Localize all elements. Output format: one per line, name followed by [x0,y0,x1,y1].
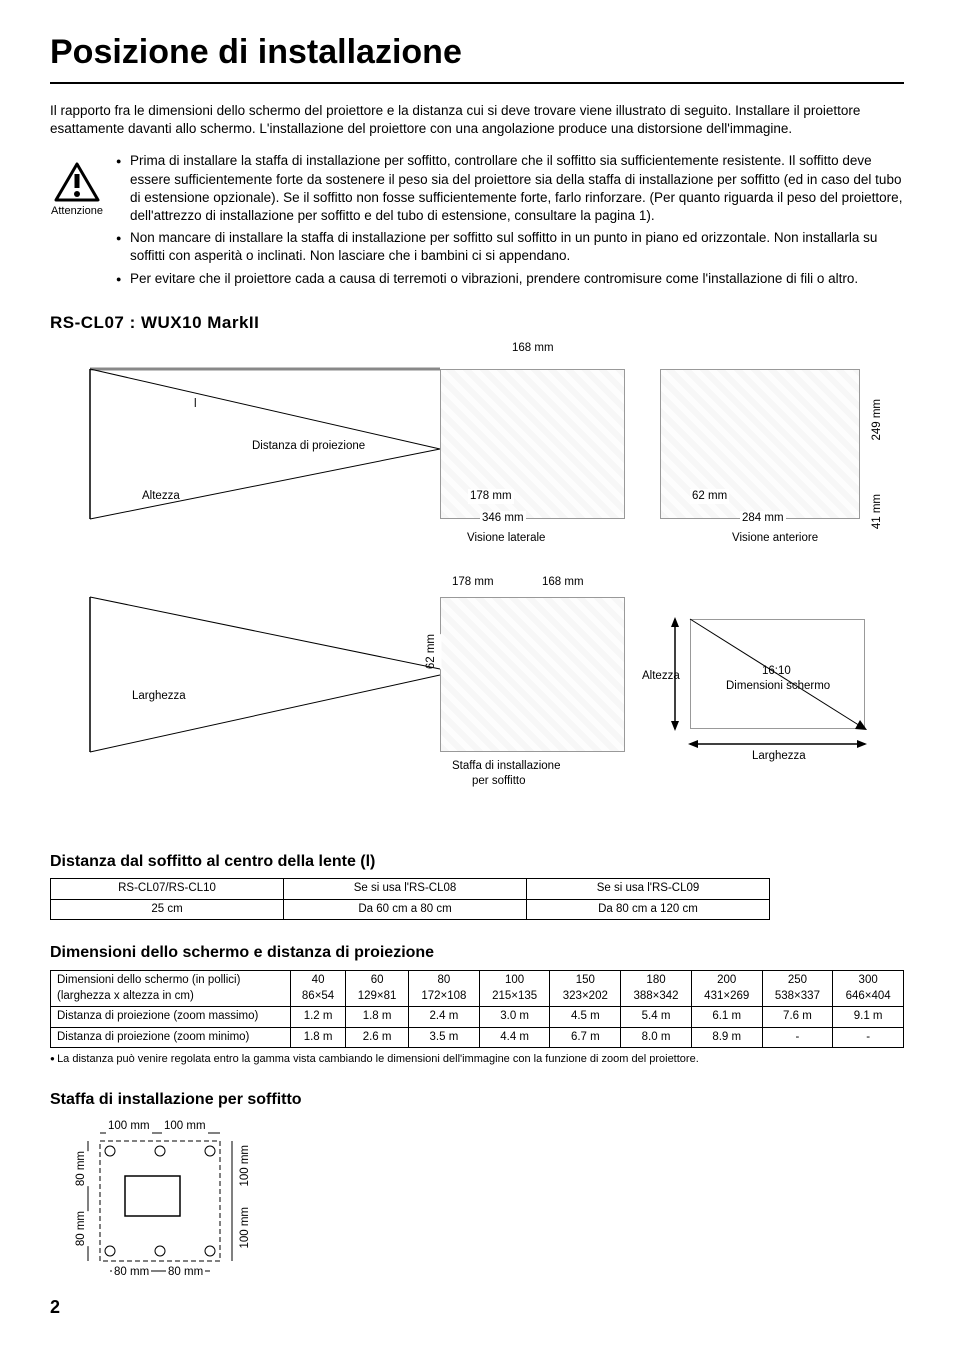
sec1-heading: Distanza dal soffitto al centro della le… [50,851,904,873]
bracket-dim: 80 mm [166,1265,205,1281]
sec2-note: La distanza può venire regolata entro la… [50,1052,904,1067]
td: Da 60 cm a 80 cm [284,899,527,920]
warning-item: Non mancare di installare la staffa di i… [116,229,904,265]
diagram-lines [50,339,904,829]
row-label: Dimensioni dello schermo (in pollici) (l… [51,971,291,1007]
bracket-dim: 100 mm [106,1119,152,1135]
td: 250538×337 [762,971,833,1007]
td: 6.7 m [550,1027,621,1048]
td: 200431×269 [691,971,762,1007]
td: 1.8 m [291,1027,346,1048]
row-label: Distanza di proiezione (zoom massimo) [51,1007,291,1028]
td: 4.5 m [550,1007,621,1028]
td: 1.8 m [346,1007,409,1028]
td: - [762,1027,833,1048]
warning-item: Prima di installare la staffa di install… [116,152,904,225]
td: 1.2 m [291,1007,346,1028]
screen-distance-table: Dimensioni dello schermo (in pollici) (l… [50,970,904,1048]
td: 60129×81 [346,971,409,1007]
td: 100215×135 [479,971,550,1007]
intro-paragraph: Il rapporto fra le dimensioni dello sche… [50,102,904,138]
diagram-area: 168 mm l Distanza di proiezione Altezza … [50,339,904,829]
lens-distance-table: RS-CL07/RS-CL10 Se si usa l'RS-CL08 Se s… [50,878,770,920]
row-label: Distanza di proiezione (zoom minimo) [51,1027,291,1048]
td: 2.6 m [346,1027,409,1048]
bracket-dim: 100 mm [236,1145,256,1187]
bracket-dim: 80 mm [72,1151,92,1186]
page-title: Posizione di installazione [50,30,904,84]
th: Se si usa l'RS-CL09 [526,879,769,900]
th: Se si usa l'RS-CL08 [284,879,527,900]
td: 4.4 m [479,1027,550,1048]
sec3-heading: Staffa di installazione per soffitto [50,1089,904,1111]
td: 25 cm [51,899,284,920]
warning-icon-wrap: Attenzione [50,152,104,219]
bracket-figure: 100 mm 100 mm 80 mm 80 mm 100 mm 100 mm … [50,1121,270,1291]
td: 3.5 m [409,1027,480,1048]
warning-item: Per evitare che il proiettore cada a cau… [116,270,904,288]
td: 4086×54 [291,971,346,1007]
td: 2.4 m [409,1007,480,1028]
td: 8.0 m [621,1027,692,1048]
bracket-dim: 80 mm [72,1211,92,1246]
td: 150323×202 [550,971,621,1007]
td: 300646×404 [833,971,904,1007]
td: 9.1 m [833,1007,904,1028]
td: 80172×108 [409,971,480,1007]
warning-label: Attenzione [50,204,104,219]
page-number: 2 [50,1295,904,1319]
bracket-dim: 100 mm [236,1207,256,1249]
model-heading: RS-CL07 : WUX10 MarkII [50,312,904,335]
td: 6.1 m [691,1007,762,1028]
td: Da 80 cm a 120 cm [526,899,769,920]
td: 3.0 m [479,1007,550,1028]
sec2-heading: Dimensioni dello schermo e distanza di p… [50,942,904,964]
bracket-dim: 100 mm [162,1119,208,1135]
td: 5.4 m [621,1007,692,1028]
bracket-dim: 80 mm [112,1265,151,1281]
warning-list: Prima di installare la staffa di install… [116,152,904,292]
td: 180388×342 [621,971,692,1007]
th: RS-CL07/RS-CL10 [51,879,284,900]
td: 7.6 m [762,1007,833,1028]
td: 8.9 m [691,1027,762,1048]
warning-block: Attenzione Prima di installare la staffa… [50,152,904,292]
warning-icon [50,162,104,202]
td: - [833,1027,904,1048]
